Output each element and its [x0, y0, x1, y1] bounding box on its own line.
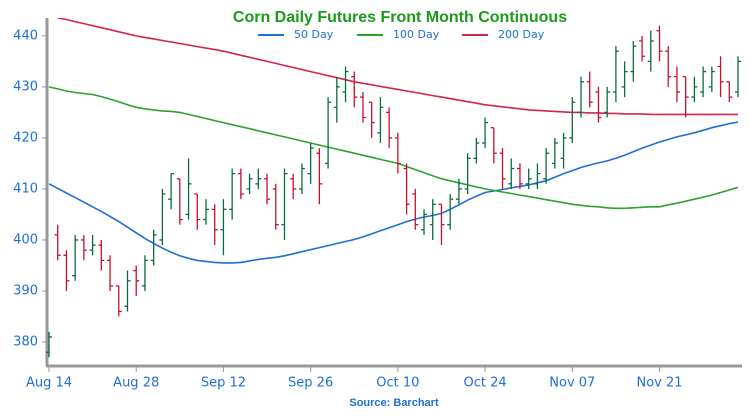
chart-title: Corn Daily Futures Front Month Continuou…: [233, 9, 567, 26]
x-tick-label: Sep 26: [288, 376, 333, 391]
ma-line: [57, 18, 738, 116]
source-note: Source: Barchart: [349, 397, 439, 409]
y-tick-label: 430: [13, 79, 38, 94]
ma-line: [48, 121, 739, 264]
legend-label: 100 Day: [393, 28, 440, 41]
ma-line: [48, 86, 739, 210]
y-tick-label: 440: [13, 28, 38, 43]
x-tick-label: Aug 14: [26, 376, 72, 391]
y-tick-label: 400: [13, 232, 38, 247]
y-tick-label: 410: [13, 181, 38, 196]
legend-label: 50 Day: [294, 28, 334, 41]
x-tick-label: Oct 10: [376, 376, 419, 391]
x-tick-label: Nov 21: [636, 376, 682, 391]
x-tick-label: Oct 24: [463, 376, 506, 391]
y-tick-label: 420: [13, 130, 38, 145]
x-tick-label: Sep 12: [201, 376, 246, 391]
x-tick-label: Aug 28: [113, 376, 159, 391]
y-tick-label: 380: [13, 335, 38, 350]
x-tick-label: Nov 07: [549, 376, 595, 391]
y-tick-label: 390: [13, 284, 38, 299]
legend-label: 200 Day: [498, 28, 545, 41]
